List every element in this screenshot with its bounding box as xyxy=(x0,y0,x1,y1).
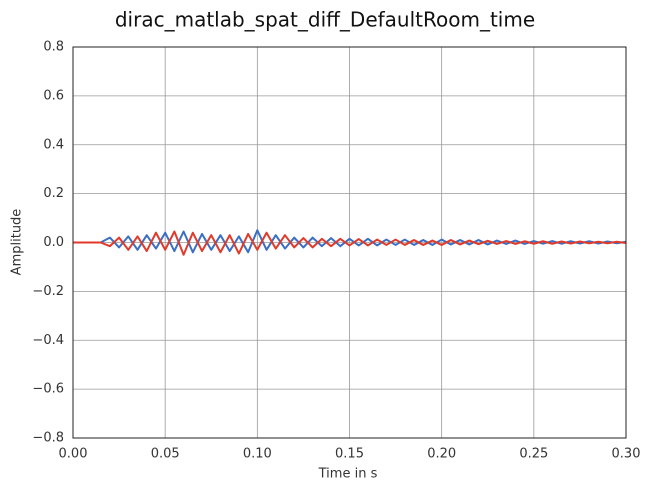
x-tick-label: 0.10 xyxy=(243,447,272,462)
series-line xyxy=(73,229,627,254)
y-tick-label: 0.4 xyxy=(43,137,64,152)
y-tick-label: 0.8 xyxy=(43,40,64,55)
plot-frame xyxy=(72,46,627,439)
y-tick-label: 0.6 xyxy=(43,88,64,103)
y-axis-label: Amplitude xyxy=(10,209,25,276)
x-tick-label: 0.25 xyxy=(519,447,548,462)
chart-title: dirac_matlab_spat_diff_DefaultRoom_time xyxy=(115,8,535,32)
y-tick-label: 0.2 xyxy=(43,186,64,201)
x-axis-label: Time in s xyxy=(318,467,378,482)
x-tick-label: 0.20 xyxy=(427,447,456,462)
y-tick-label: −0.8 xyxy=(32,431,64,446)
x-tick-label: 0.00 xyxy=(59,447,88,462)
x-tick-label: 0.05 xyxy=(151,447,180,462)
y-tick-label: −0.6 xyxy=(32,382,64,397)
series-line xyxy=(73,230,627,256)
x-tick-label: 0.15 xyxy=(335,447,364,462)
y-tick-label: −0.2 xyxy=(32,284,64,299)
x-tick-label: 0.30 xyxy=(612,447,641,462)
y-tick-label: 0.0 xyxy=(43,235,64,250)
y-tick-label: −0.4 xyxy=(32,333,64,348)
